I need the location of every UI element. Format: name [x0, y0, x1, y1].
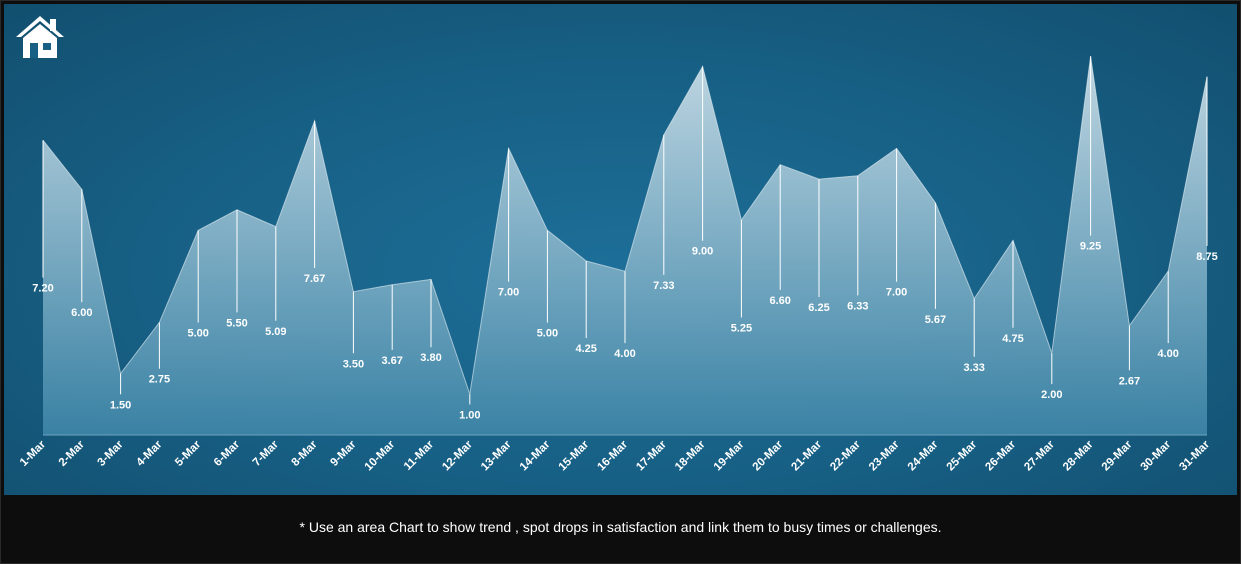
- data-label: 4.25: [575, 343, 596, 355]
- x-tick-label: 14-Mar: [518, 438, 553, 473]
- x-tick-label: 25-Mar: [945, 438, 980, 473]
- x-tick-label: 28-Mar: [1061, 438, 1096, 473]
- data-label: 2.00: [1041, 389, 1062, 401]
- data-label: 5.67: [925, 314, 946, 326]
- data-label: 7.00: [886, 287, 907, 299]
- x-tick-label: 26-Mar: [983, 438, 1018, 473]
- data-label: 9.25: [1080, 241, 1101, 253]
- x-tick-label: 7-Mar: [251, 438, 282, 469]
- x-tick-label: 6-Mar: [212, 438, 243, 469]
- footer: * Use an area Chart to show trend , spot…: [4, 495, 1237, 561]
- x-tick-label: 2-Mar: [57, 438, 88, 469]
- data-label: 3.50: [343, 358, 364, 370]
- x-tick-label: 29-Mar: [1100, 438, 1135, 473]
- x-tick-label: 10-Mar: [363, 438, 398, 473]
- x-tick-label: 11-Mar: [402, 438, 437, 473]
- data-label: 8.75: [1196, 251, 1217, 263]
- chart-panel: 7.20 6.00 1.50 2.75 5.00 5.50 5.09 7.67 3.50 3.67…: [4, 4, 1237, 495]
- x-tick-label: 16-Mar: [595, 438, 630, 473]
- area-chart: 7.20 6.00 1.50 2.75 5.00 5.50 5.09 7.67 3.50 3.67…: [18, 56, 1218, 473]
- x-tick-label: 30-Mar: [1139, 438, 1174, 473]
- data-label: 1.00: [459, 410, 480, 422]
- data-label: 3.80: [420, 352, 441, 364]
- data-label: 3.67: [381, 355, 402, 367]
- x-tick-label: 19-Mar: [712, 438, 747, 473]
- x-tick-label: 12-Mar: [440, 438, 475, 473]
- x-tick-label: 5-Mar: [173, 438, 204, 469]
- x-tick-label: 27-Mar: [1022, 438, 1057, 473]
- x-tick-label: 17-Mar: [634, 438, 669, 473]
- x-tick-label: 1-Mar: [18, 438, 49, 469]
- data-label: 2.67: [1119, 375, 1140, 387]
- data-label: 5.09: [265, 326, 286, 338]
- x-tick-label: 13-Mar: [479, 438, 514, 473]
- data-label: 6.33: [847, 300, 868, 312]
- x-tick-label: 23-Mar: [867, 438, 902, 473]
- x-tick-label: 22-Mar: [828, 438, 863, 473]
- data-label: 7.33: [653, 280, 674, 292]
- data-label: 6.00: [71, 307, 92, 319]
- x-tick-label: 18-Mar: [673, 438, 708, 473]
- data-label: 5.00: [537, 328, 558, 340]
- data-label: 9.00: [692, 246, 713, 258]
- x-tick-label: 31-Mar: [1177, 438, 1212, 473]
- data-label: 5.50: [226, 317, 247, 329]
- data-label: 6.25: [808, 302, 829, 314]
- drop-lines: [42, 56, 1208, 405]
- data-label: 1.50: [110, 399, 131, 411]
- x-tick-label: 24-Mar: [906, 438, 941, 473]
- data-label: 7.00: [498, 287, 519, 299]
- x-tick-label: 15-Mar: [557, 438, 592, 473]
- x-tick-label: 21-Mar: [789, 438, 824, 473]
- home-icon[interactable]: [13, 13, 67, 61]
- data-label: 4.00: [614, 348, 635, 360]
- data-label: 3.33: [963, 362, 984, 374]
- data-label: 5.00: [187, 328, 208, 340]
- data-label: 2.75: [149, 374, 170, 386]
- data-label: 4.00: [1157, 348, 1178, 360]
- x-tick-label: 20-Mar: [751, 438, 786, 473]
- x-tick-label: 8-Mar: [290, 438, 321, 469]
- data-label: 7.20: [32, 283, 53, 295]
- data-label: 6.60: [769, 295, 790, 307]
- area-series: [42, 56, 1208, 436]
- data-labels: 7.20 6.00 1.50 2.75 5.00 5.50 5.09 7.67 3.50 3.67…: [32, 241, 1217, 422]
- x-tick-label: 3-Mar: [96, 438, 127, 469]
- data-label: 4.75: [1002, 333, 1023, 345]
- x-tick-label: 9-Mar: [328, 438, 359, 469]
- footnote-text: * Use an area Chart to show trend , spot…: [299, 519, 942, 535]
- data-label: 5.25: [731, 323, 752, 335]
- data-label: 7.67: [304, 273, 325, 285]
- area-fill: [43, 56, 1207, 435]
- x-axis-tick-labels: 1-Mar 2-Mar 3-Mar 4-Mar 5-Mar 6-Mar 7-Mar 8-Mar…: [18, 438, 1213, 473]
- x-tick-label: 4-Mar: [134, 438, 165, 469]
